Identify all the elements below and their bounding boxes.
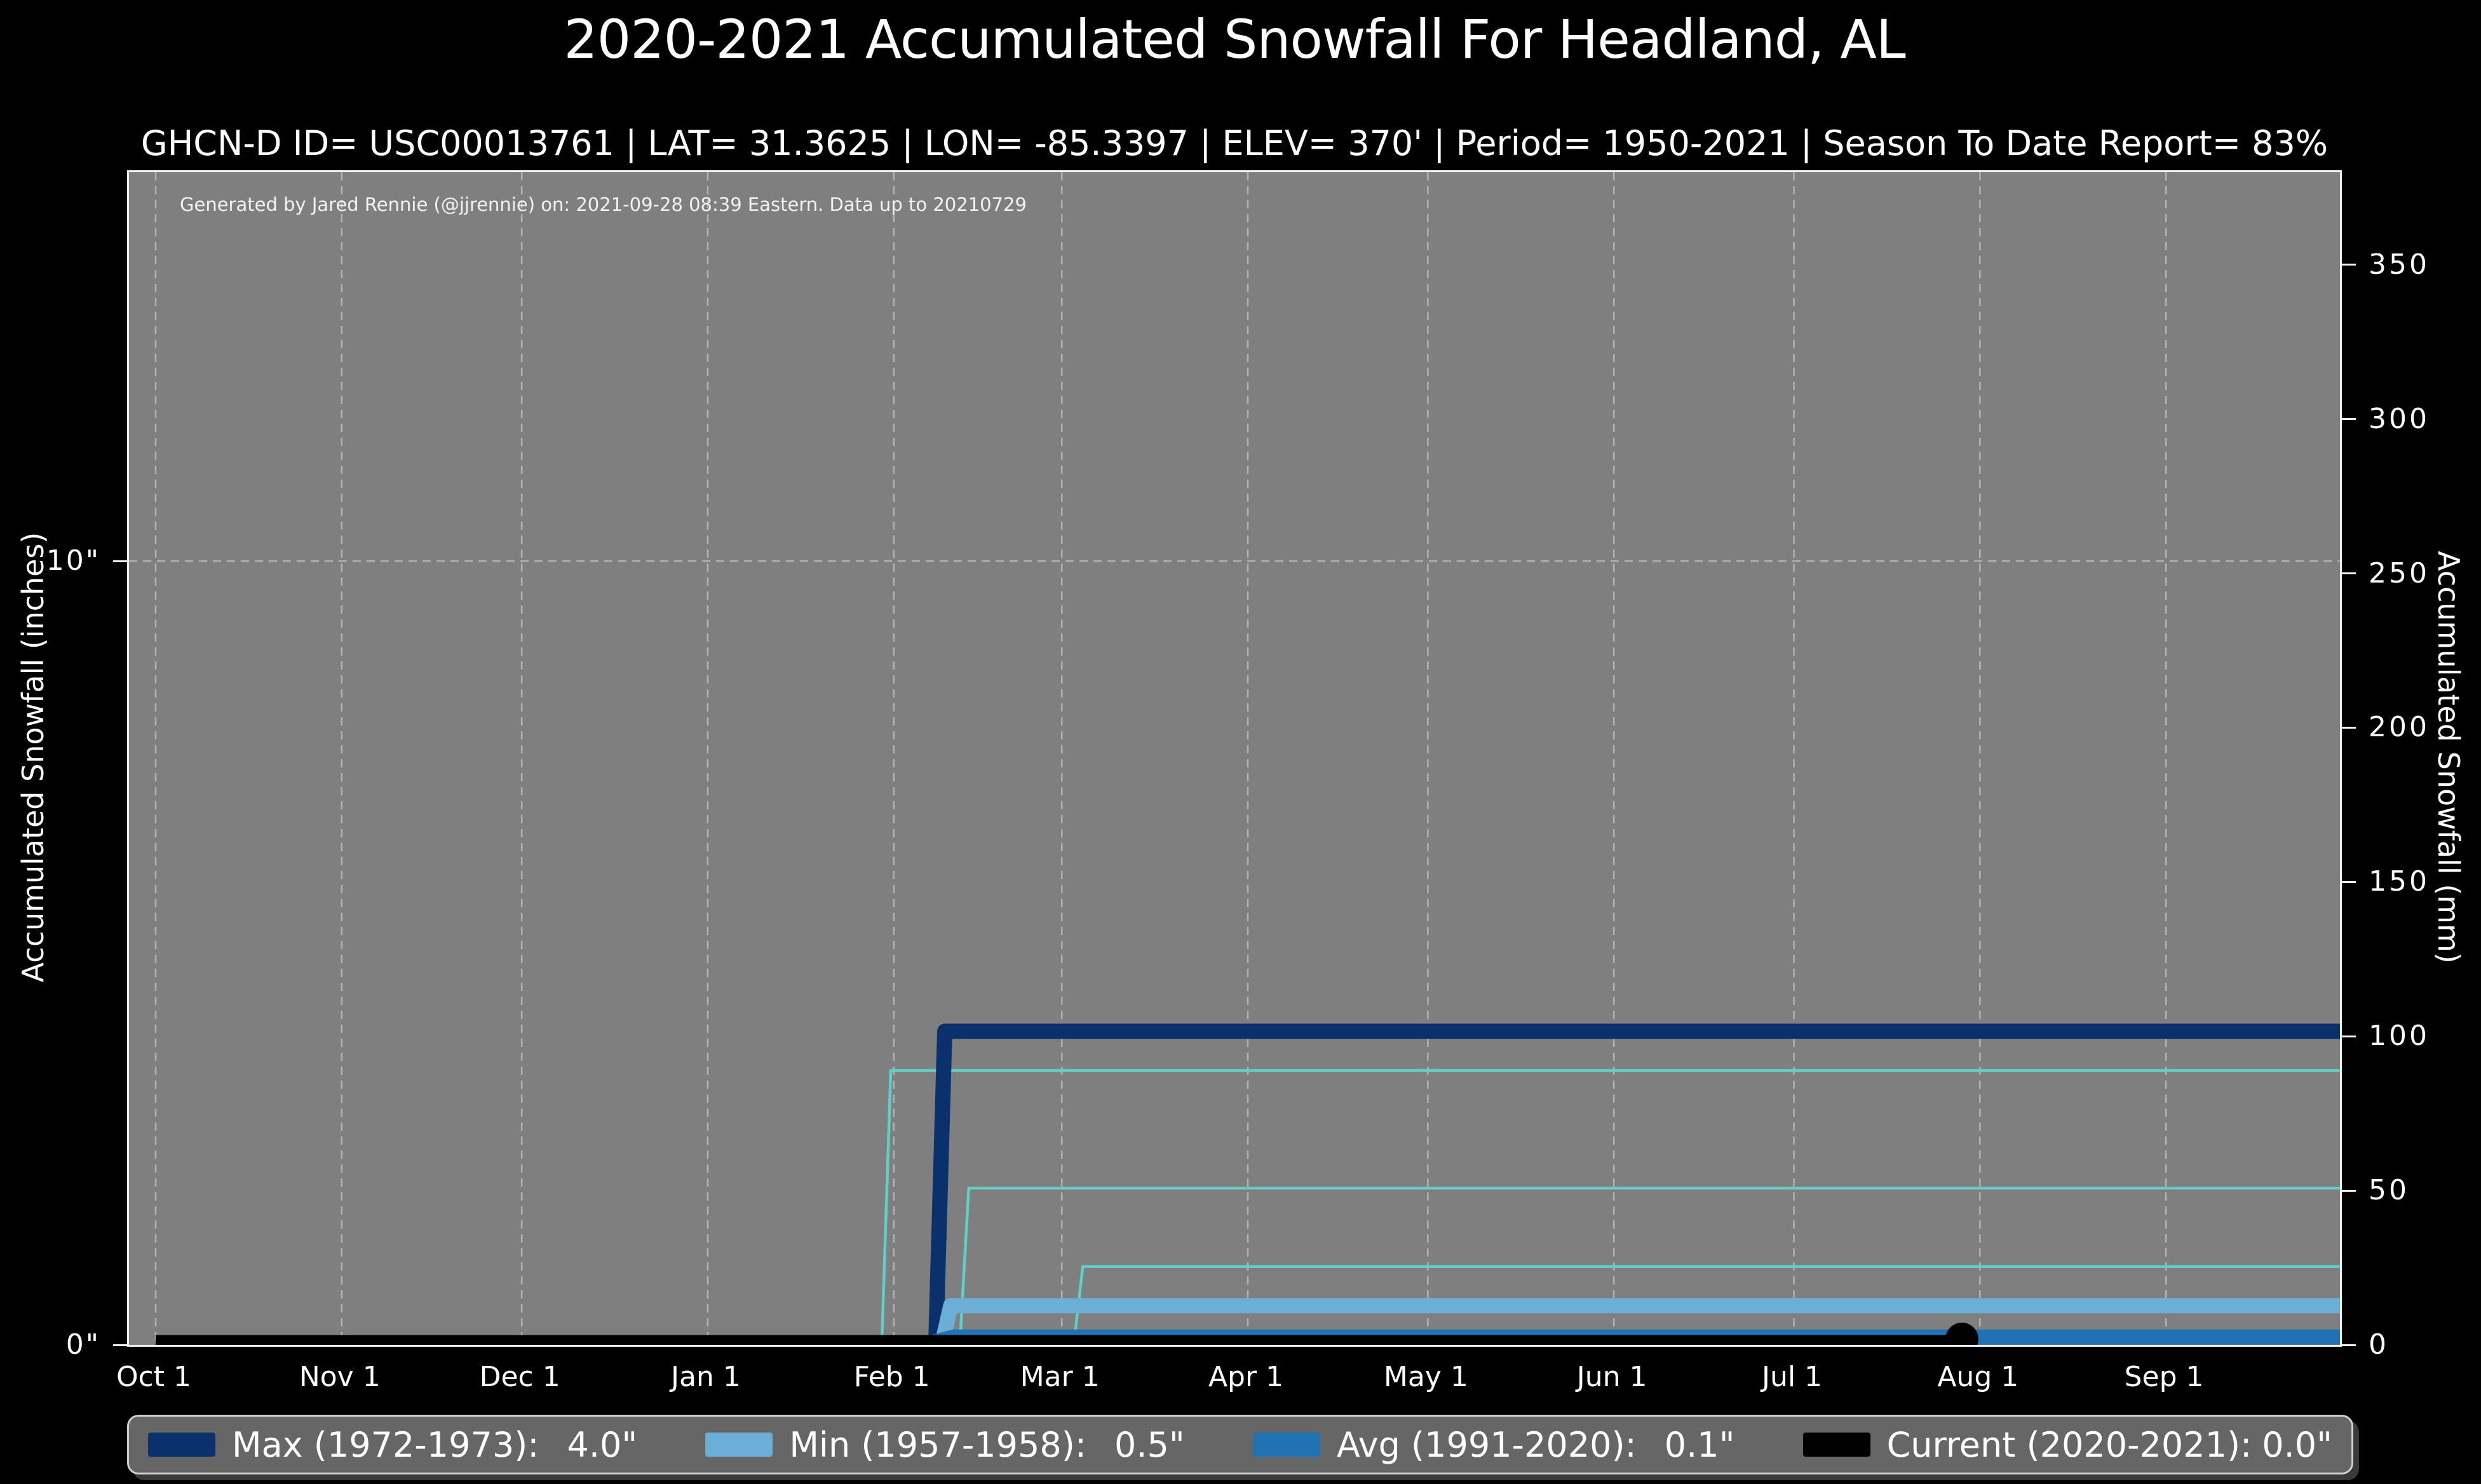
left-tick-label-0in: 0" [65,1328,100,1361]
right-tick-label-50mm: 50 [2369,1174,2409,1207]
current-end-marker-dot [1945,1323,1978,1345]
x-tick-label-oct1: Oct 1 [116,1361,192,1393]
legend-entry-min: Min (1957-1958): 0.5" [705,1424,1185,1465]
y-axis-label-inches: Accumulated Snowfall (inches) [16,532,50,983]
x-tick-label-jun1: Jun 1 [1576,1361,1647,1393]
legend-entry-avg: Avg (1991-2020): 0.1" [1252,1424,1735,1465]
chart-title: 2020-2021 Accumulated Snowfall For Headl… [564,8,1905,71]
right-tick-mark-100mm [2342,1035,2356,1037]
max-line [156,1023,2340,1345]
right-tick-mark-350mm [2342,264,2356,266]
x-tick-label-jan1: Jan 1 [671,1361,741,1393]
legend-swatch-max [148,1433,215,1457]
legend-label-min: Min (1957-1958): [789,1424,1086,1465]
chart-subtitle: GHCN-D ID= USC00013761 | LAT= 31.3625 | … [140,123,2329,163]
right-tick-mark-50mm [2342,1189,2356,1192]
y-axis-label-mm: Accumulated Snowfall (mm) [2431,551,2466,964]
right-tick-label-150mm: 150 [2369,865,2430,898]
legend-label-avg: Avg (1991-2020): [1336,1424,1637,1465]
left-tick-mark-0in [113,1344,127,1346]
x-tick-label-dec1: Dec 1 [479,1361,560,1393]
x-tick-label-mar1: Mar 1 [1020,1361,1100,1393]
right-tick-mark-300mm [2342,418,2356,421]
season-trace-3.5in-line [156,1069,2340,1345]
legend-entry-max: Max (1972-1973): 4.0" [148,1425,637,1465]
right-tick-mark-250mm [2342,572,2356,575]
right-tick-label-250mm: 250 [2369,556,2430,590]
left-tick-label-10in: 10" [46,544,100,577]
plot-area: Generated by Jared Rennie (@jjrennie) on… [127,170,2342,1347]
right-tick-mark-150mm [2342,880,2356,883]
right-tick-mark-0mm [2342,1344,2356,1346]
legend-swatch-avg [1252,1433,1320,1457]
x-tick-label-aug1: Aug 1 [1937,1361,2019,1393]
right-tick-label-0mm: 0 [2369,1328,2389,1361]
left-tick-mark-10in [113,560,127,562]
chart-canvas [129,172,2340,1345]
legend-swatch-current [1802,1433,1870,1457]
legend-value-max: 4.0" [567,1424,638,1465]
legend-value-current: 0.0" [2262,1424,2332,1465]
watermark: Generated by Jared Rennie (@jjrennie) on… [180,194,1027,215]
x-tick-label-may1: May 1 [1383,1361,1468,1393]
legend-label-current: Current (2020-2021): [1886,1424,2252,1465]
x-tick-label-apr1: Apr 1 [1208,1361,1284,1393]
legend-value-min: 0.5" [1114,1424,1185,1465]
right-tick-label-350mm: 350 [2369,248,2430,281]
legend: Max (1972-1973): 4.0" Min (1957-1958): 0.5"… [127,1415,2353,1474]
legend-value-avg: 0.1" [1664,1424,1735,1465]
legend-swatch-min [705,1433,773,1457]
legend-entry-current: Current (2020-2021): 0.0" [1802,1424,2332,1465]
x-tick-label-feb1: Feb 1 [853,1361,930,1393]
right-tick-label-300mm: 300 [2369,402,2430,435]
legend-label-max: Max (1972-1973): [232,1424,539,1465]
right-tick-label-200mm: 200 [2369,711,2430,744]
x-tick-label-nov1: Nov 1 [299,1361,381,1393]
season-trace-2.0in-line [156,1186,2340,1345]
right-tick-label-100mm: 100 [2369,1020,2430,1053]
min-line [156,1298,2340,1345]
x-tick-label-sep1: Sep 1 [2124,1361,2204,1393]
x-tick-label-jul1: Jul 1 [1761,1361,1823,1393]
right-tick-mark-200mm [2342,726,2356,729]
